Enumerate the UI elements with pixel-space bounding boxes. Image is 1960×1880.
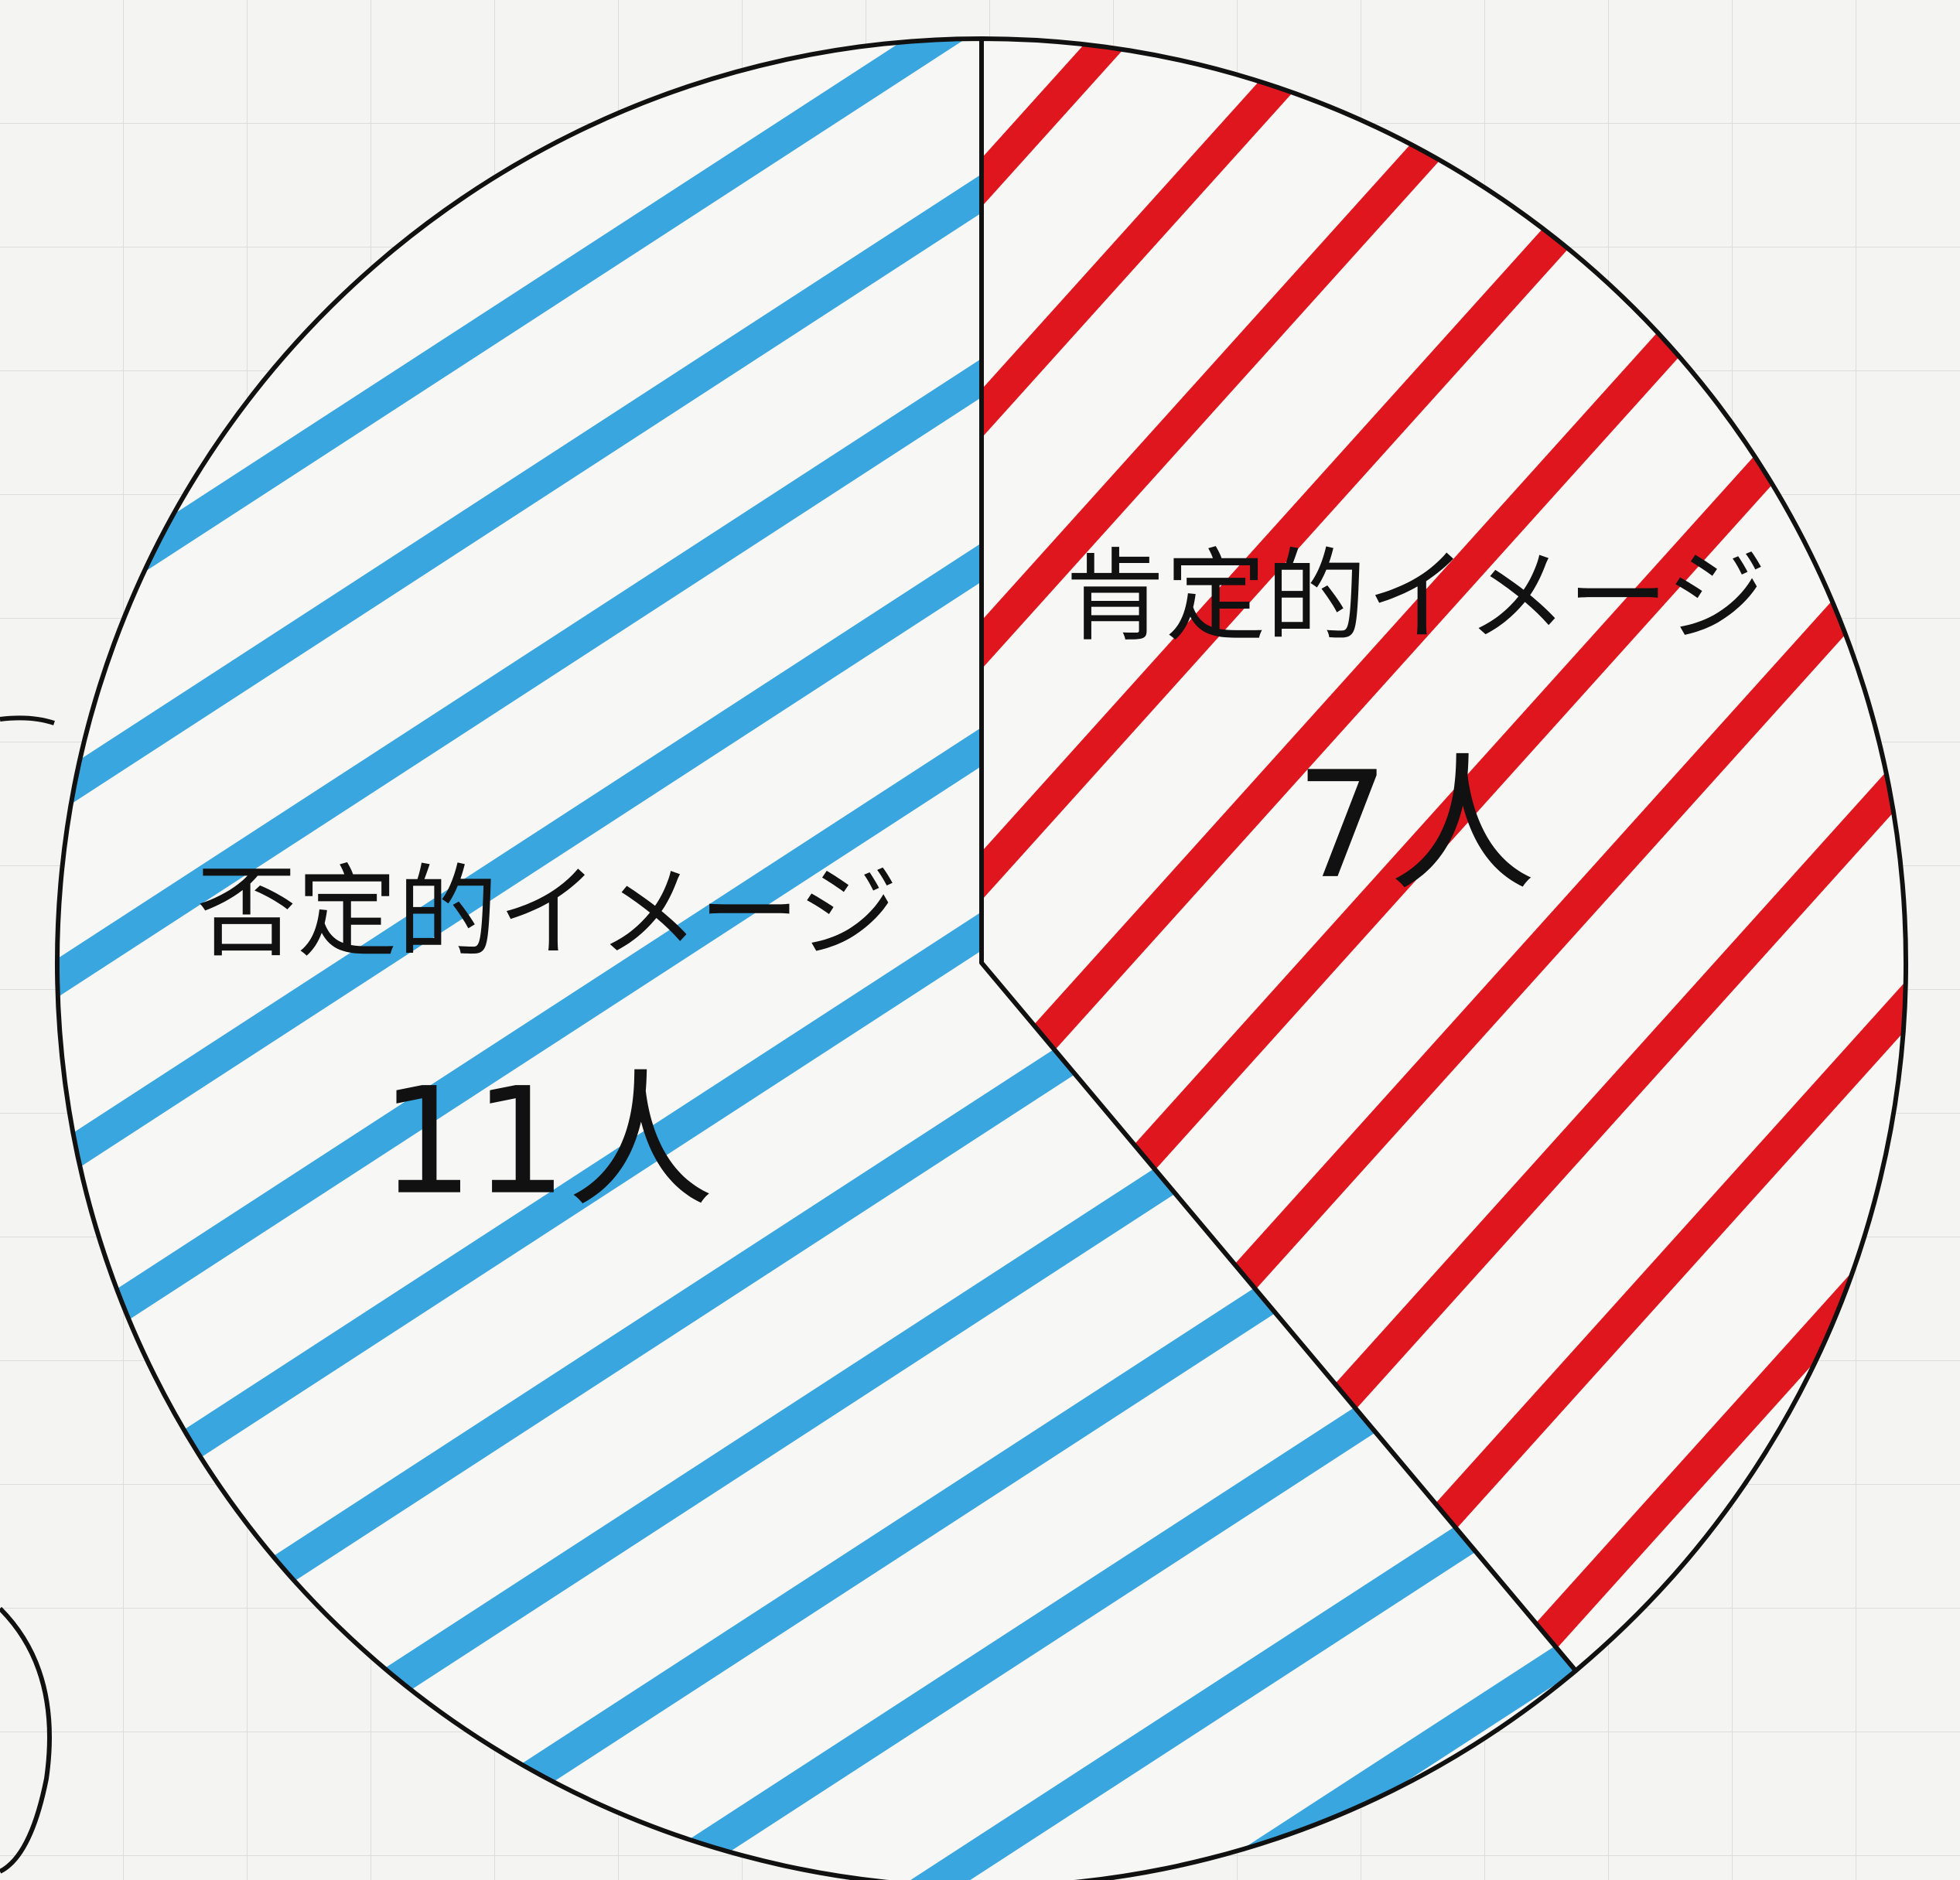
stray-ink [0,1606,52,1874]
pie-slice [55,36,1579,1880]
pie-slice [979,36,1908,1674]
slice-value-label: 11人 [381,1056,715,1227]
stray-ink [0,715,55,725]
slice-category-label: 否定的イメージ [196,854,898,971]
pie [55,36,1908,1880]
slice-value-label: 7人 [1296,740,1536,911]
slice-category-label: 肯定的イメージ [1065,537,1767,655]
